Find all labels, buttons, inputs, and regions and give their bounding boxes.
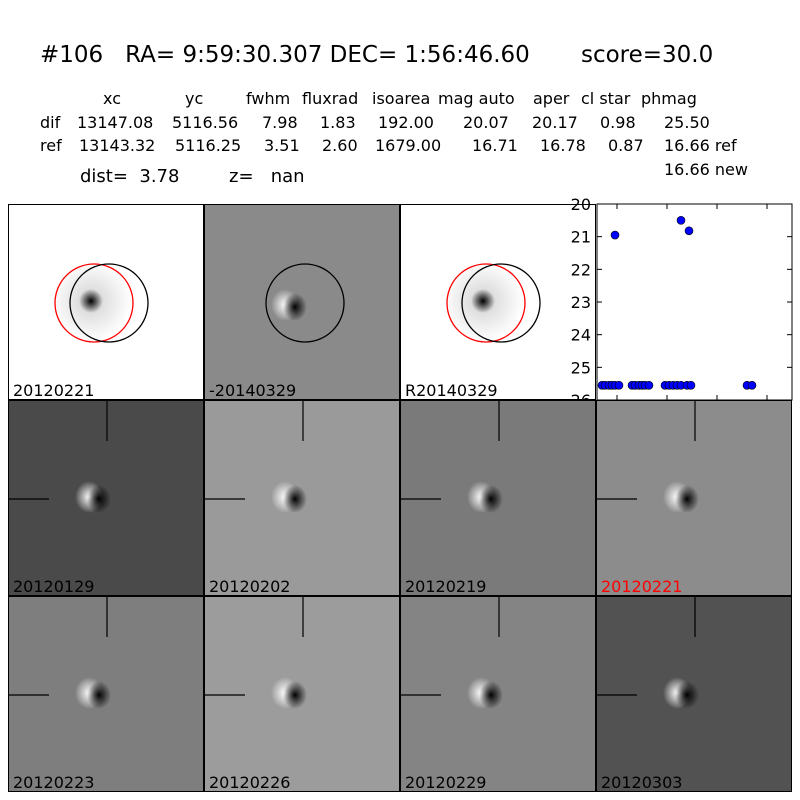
top-panel-2: -20140329 bbox=[204, 204, 400, 400]
star-blob bbox=[271, 289, 307, 321]
dif-phmag: 25.50 bbox=[664, 113, 710, 132]
light-curve-svg: 20212223242526-50050100 bbox=[571, 195, 793, 423]
star-blob bbox=[663, 677, 699, 709]
star-blob bbox=[75, 481, 111, 513]
ref-fwhm: 3.51 bbox=[264, 136, 300, 155]
data-point bbox=[684, 226, 694, 236]
top-panel-1: 20120221 bbox=[8, 204, 204, 400]
cutout-image bbox=[205, 597, 307, 709]
dif-mag-auto: 20.07 bbox=[463, 113, 509, 132]
col-xc: xc bbox=[103, 89, 121, 108]
star-blob bbox=[75, 677, 111, 709]
col-fluxrad: fluxrad bbox=[302, 89, 359, 108]
ref-cl-star: 0.87 bbox=[608, 136, 644, 155]
cutout-panel: 20120221 bbox=[596, 400, 792, 596]
cutout-panel: 20120303 bbox=[596, 596, 792, 792]
ref-phmag: 16.66 ref bbox=[664, 136, 737, 155]
aperture-circle bbox=[265, 263, 345, 343]
dif-cl-star: 0.98 bbox=[600, 113, 636, 132]
cutout-panel: 20120129 bbox=[8, 400, 204, 596]
col-mag-auto: mag auto bbox=[438, 89, 515, 108]
star-blob bbox=[271, 481, 307, 513]
col-aper: aper bbox=[533, 89, 570, 108]
cutout-label: 20120226 bbox=[209, 773, 291, 792]
top-panel-label: R20140329 bbox=[405, 381, 498, 400]
cutout-panel: 20120226 bbox=[204, 596, 400, 792]
star-blob bbox=[663, 481, 699, 513]
star-blob bbox=[467, 677, 503, 709]
col-yc: yc bbox=[185, 89, 204, 108]
cutout-panel: 20120202 bbox=[204, 400, 400, 596]
cutout-panel: 20120229 bbox=[400, 596, 596, 792]
dif-aper: 20.17 bbox=[532, 113, 578, 132]
cutout-label: 20120229 bbox=[405, 773, 487, 792]
ref-yc: 5116.25 bbox=[175, 136, 242, 155]
cutout-label: 20120202 bbox=[209, 577, 291, 596]
candidate-title: #106 RA= 9:59:30.307 DEC= 1:56:46.60 sco… bbox=[40, 42, 714, 68]
cutout-label: 20120129 bbox=[13, 577, 95, 596]
ref-xc: 13143.32 bbox=[79, 136, 156, 155]
top-panel-label: -20140329 bbox=[209, 381, 297, 400]
z-value: z= nan bbox=[229, 166, 305, 187]
star-blob bbox=[51, 261, 131, 341]
cutout-label: 20120219 bbox=[405, 577, 487, 596]
y-tick-label: 22 bbox=[571, 260, 591, 279]
new-phmag: 16.66 new bbox=[664, 160, 748, 179]
cutout-image bbox=[597, 401, 699, 513]
cutout-image bbox=[9, 597, 111, 709]
top-panel-image bbox=[265, 263, 345, 343]
plot-frame bbox=[596, 203, 793, 401]
data-point bbox=[686, 381, 696, 390]
ref-isoarea: 1679.00 bbox=[375, 136, 442, 155]
cutout-image bbox=[401, 401, 503, 513]
col-fwhm: fwhm bbox=[246, 89, 291, 108]
ref-aper: 16.78 bbox=[540, 136, 586, 155]
dist-value: dist= 3.78 bbox=[80, 166, 180, 187]
dif-yc: 5116.56 bbox=[172, 113, 239, 132]
col-isoarea: isoarea bbox=[372, 89, 431, 108]
y-tick-label: 25 bbox=[571, 358, 591, 377]
data-point bbox=[644, 381, 654, 390]
aperture-circle bbox=[461, 263, 541, 343]
ref-aperture-circle bbox=[446, 263, 526, 343]
top-panel-image bbox=[51, 261, 149, 343]
cutout-image bbox=[9, 401, 111, 513]
ref-aperture-circle bbox=[54, 263, 134, 343]
cutout-panel: 20120223 bbox=[8, 596, 204, 792]
star-blob bbox=[271, 677, 307, 709]
top-panel-image bbox=[443, 261, 541, 343]
cutout-panel: 20120219 bbox=[400, 400, 596, 596]
y-tick-label: 23 bbox=[571, 293, 591, 312]
dif-fluxrad: 1.83 bbox=[320, 113, 356, 132]
y-tick-label: 20 bbox=[571, 195, 591, 214]
data-point bbox=[676, 216, 686, 225]
data-point bbox=[610, 230, 620, 240]
y-tick-label: 21 bbox=[571, 228, 591, 247]
ref-mag-auto: 16.71 bbox=[472, 136, 518, 155]
cutout-label: 20120223 bbox=[13, 773, 95, 792]
ref-label: ref bbox=[40, 136, 62, 155]
star-blob bbox=[443, 261, 523, 341]
cutout-label: 20120221 bbox=[601, 577, 683, 596]
cutout-label: 20120303 bbox=[601, 773, 683, 792]
top-panel-3: R20140329 bbox=[400, 204, 596, 400]
data-point bbox=[614, 381, 624, 390]
dif-fwhm: 7.98 bbox=[262, 113, 298, 132]
cutout-image bbox=[401, 597, 503, 709]
ref-fluxrad: 2.60 bbox=[322, 136, 358, 155]
col-phmag: phmag bbox=[641, 89, 697, 108]
y-tick-label: 24 bbox=[571, 326, 591, 345]
col-cl-star: cl star bbox=[581, 89, 631, 108]
star-blob bbox=[467, 481, 503, 513]
cutout-image bbox=[597, 597, 699, 709]
light-curve-plot: 20212223242526-50050100 bbox=[557, 193, 800, 423]
cutout-image bbox=[205, 401, 307, 513]
dif-label: dif bbox=[40, 113, 61, 132]
top-panel-label: 20120221 bbox=[13, 381, 95, 400]
aperture-circle bbox=[69, 263, 149, 343]
data-point bbox=[747, 381, 757, 390]
dif-xc: 13147.08 bbox=[77, 113, 154, 132]
dif-isoarea: 192.00 bbox=[378, 113, 434, 132]
